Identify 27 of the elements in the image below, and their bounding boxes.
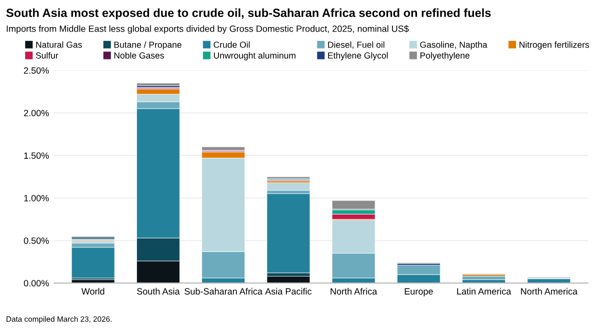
legend-label: Gasoline, Naptha (420, 41, 488, 50)
legend-label: Crude Oil (214, 41, 250, 48)
chart-subtitle: Imports from Middle East less global exports divided by Gross Domestic Product, 2025, nominal US$ (6, 25, 409, 34)
y-tick-label: 1.00% (24, 194, 49, 202)
legend-label: Sulfur (36, 52, 58, 59)
legend-label: Natural Gas (36, 41, 82, 48)
legend-label: Unwrought aluminum (214, 52, 296, 60)
legend-label: Butane / Propane (114, 41, 182, 50)
x-tick-label: Europe (404, 288, 433, 296)
legend-label: Polyethylene (420, 52, 470, 60)
x-tick-label: South Asia (137, 288, 180, 295)
legend-label: Noble Gases (114, 52, 164, 59)
x-tick-label: Asia Pacific (265, 288, 312, 295)
y-tick-label: 2.00% (24, 110, 49, 116)
legend-label: Ethylene Glycol (328, 52, 388, 60)
x-tick-label: World (81, 288, 104, 295)
x-tick-label: Sub-Saharan Africa (184, 288, 262, 295)
chart-title: South Asia most exposed due to crude oil, sub-Saharan Africa second on refined fuels (6, 8, 491, 20)
x-tick-label: Latin America (457, 288, 512, 295)
legend-label: Nitrogen fertilizers (520, 41, 590, 50)
y-tick-label: 2.50% (24, 67, 49, 74)
y-tick-label: 0.50% (24, 237, 49, 244)
x-tick-label: North America (521, 288, 578, 295)
x-tick-label: North Africa (330, 288, 378, 295)
y-tick-label: 1.50% (24, 152, 49, 159)
y-tick-label: 0.00% (24, 280, 49, 286)
legend-label: Diesel, Fuel oil (328, 41, 384, 49)
